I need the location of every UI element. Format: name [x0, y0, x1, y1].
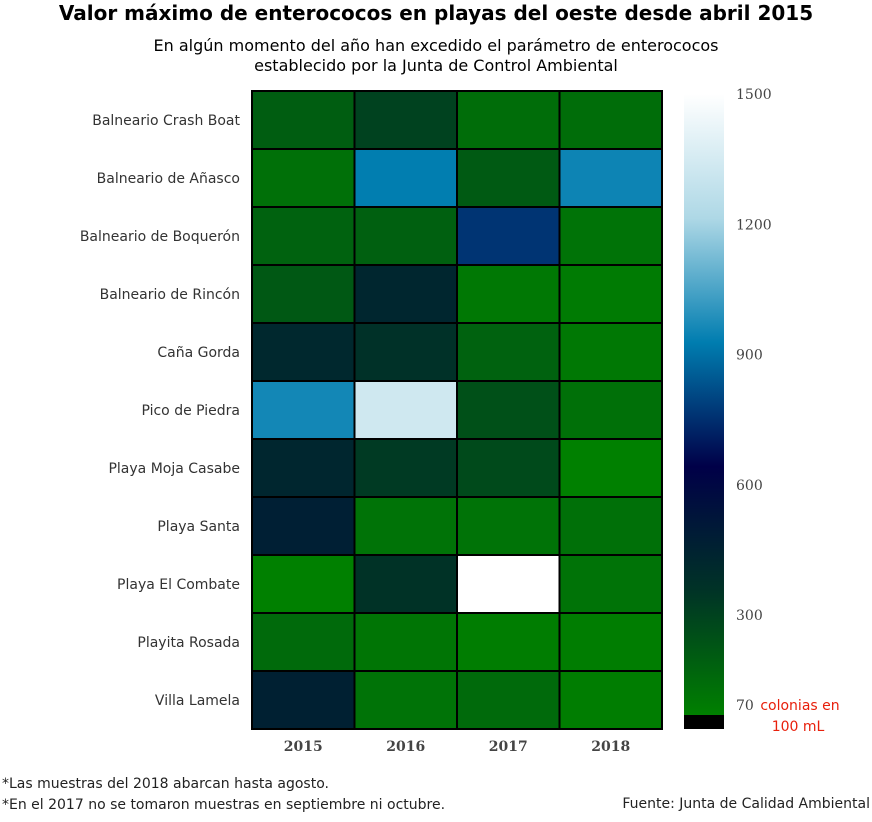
footnote-2018: *Las muestras del 2018 abarcan hasta ago…	[2, 776, 329, 792]
heatmap-cell-8-0	[251, 554, 356, 614]
colorbar-base	[684, 715, 724, 729]
colorbar-tick-label: 1200	[736, 217, 772, 233]
heatmap-cell-1-2	[456, 148, 561, 208]
colorbar-unit-label-line-1: colonias en	[760, 698, 839, 714]
heatmap-cell-4-1	[353, 322, 458, 382]
colorbar	[684, 94, 724, 715]
heatmap-cell-1-0	[251, 148, 356, 208]
heatmap-cell-5-3	[558, 380, 663, 440]
heatmap-cell-3-0	[251, 264, 356, 324]
chart-title: Valor máximo de enterococos en playas de…	[58, 1, 814, 25]
heatmap-cell-5-2	[456, 380, 561, 440]
heatmap-cell-9-2	[456, 612, 561, 672]
y-tick-label: Balneario Crash Boat	[92, 113, 240, 129]
heatmap-cell-2-0	[251, 206, 356, 266]
heatmap-cell-3-1	[353, 264, 458, 324]
heatmap-cell-6-2	[456, 438, 561, 498]
y-tick-label: Playa Moja Casabe	[108, 461, 240, 477]
heatmap-cell-0-0	[251, 90, 356, 150]
heatmap-cell-6-0	[251, 438, 356, 498]
y-tick-label: Playa Santa	[157, 519, 240, 535]
heatmap-cell-3-2	[456, 264, 561, 324]
heatmap-cell-8-2	[456, 554, 561, 614]
subtitle-line-2: establecido por la Junta de Control Ambi…	[254, 56, 618, 75]
subtitle-line-1: En algún momento del año han excedido el…	[153, 36, 719, 55]
heatmap-cell-7-2	[456, 496, 561, 556]
heatmap-cell-4-2	[456, 322, 561, 382]
heatmap-cell-4-0	[251, 322, 356, 382]
x-tick-label: 2016	[386, 739, 425, 755]
heatmap-cell-2-1	[353, 206, 458, 266]
x-tick-label: 2015	[284, 739, 323, 755]
x-tick-label: 2017	[489, 739, 528, 755]
footnote-2017: *En el 2017 no se tomaron muestras en se…	[2, 797, 446, 813]
heatmap-cell-2-3	[558, 206, 663, 266]
heatmap-cell-8-3	[558, 554, 663, 614]
heatmap-cell-1-3	[558, 148, 663, 208]
heatmap-cell-9-0	[251, 612, 356, 672]
heatmap-cell-10-3	[558, 670, 663, 730]
y-tick-label: Balneario de Rincón	[100, 287, 240, 303]
y-tick-label: Caña Gorda	[157, 345, 240, 361]
heatmap-cell-9-1	[353, 612, 458, 672]
heatmap-cell-10-2	[456, 670, 561, 730]
heatmap-cell-6-3	[558, 438, 663, 498]
colorbar-tick-label: 70	[736, 698, 754, 714]
heatmap-cell-5-0	[251, 380, 356, 440]
y-tick-label: Villa Lamela	[155, 693, 240, 709]
heatmap-cell-7-0	[251, 496, 356, 556]
x-tick-label: 2018	[591, 739, 630, 755]
heatmap-cell-10-1	[353, 670, 458, 730]
heatmap-cell-5-1	[353, 380, 458, 440]
y-tick-label: Balneario de Boquerón	[80, 229, 240, 245]
heatmap-cell-10-0	[251, 670, 356, 730]
heatmap-cell-7-1	[353, 496, 458, 556]
y-tick-label: Playita Rosada	[137, 635, 240, 651]
heatmap-cell-0-3	[558, 90, 663, 150]
heatmap-cell-0-2	[456, 90, 561, 150]
y-tick-label: Balneario de Añasco	[97, 171, 240, 187]
heatmap-cell-8-1	[353, 554, 458, 614]
heatmap-cell-2-2	[456, 206, 561, 266]
colorbar-tick-label: 1500	[736, 87, 772, 103]
heatmap-cell-6-1	[353, 438, 458, 498]
heatmap-cell-7-3	[558, 496, 663, 556]
colorbar-tick-label: 900	[736, 348, 763, 364]
colorbar-tick-label: 300	[736, 608, 763, 624]
colorbar-unit-label-line-2: 100 mL	[772, 719, 825, 735]
colorbar-tick-label: 600	[736, 478, 763, 494]
source-note: Fuente: Junta de Calidad Ambiental	[622, 796, 870, 812]
heatmap-cell-3-3	[558, 264, 663, 324]
heatmap-cell-9-3	[558, 612, 663, 672]
y-tick-label: Playa El Combate	[117, 577, 240, 593]
chart-subtitle: En algún momento del año han excedido el…	[0, 36, 872, 76]
heatmap-cell-1-1	[353, 148, 458, 208]
heatmap-cell-0-1	[353, 90, 458, 150]
heatmap-cell-4-3	[558, 322, 663, 382]
y-tick-label: Pico de Piedra	[141, 403, 240, 419]
